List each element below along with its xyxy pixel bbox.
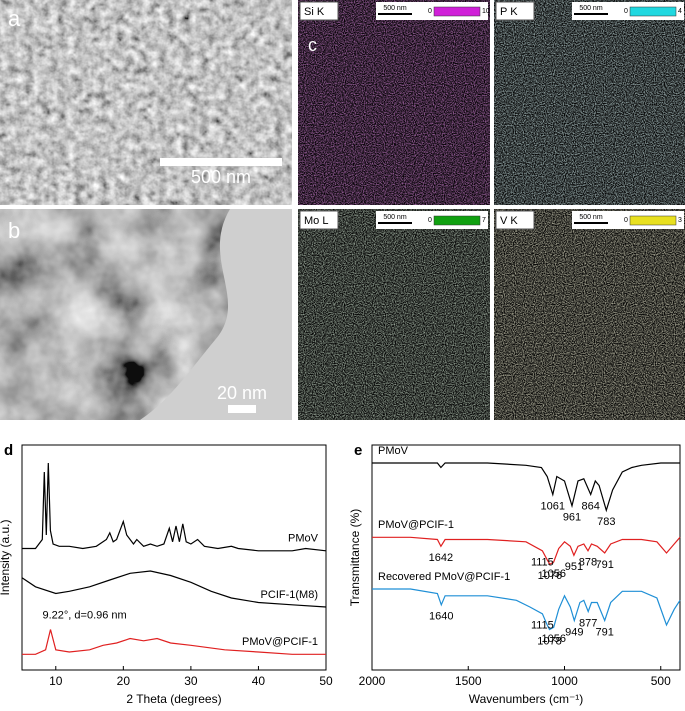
peak-label: 1640	[429, 611, 453, 623]
scale-bar-label: 500 nm	[579, 214, 603, 221]
x-tick-label: 2000	[359, 674, 386, 688]
series-name: Recovered PMoV@PCIF-1	[378, 571, 510, 583]
eds-tint	[298, 0, 490, 205]
element-label: Mo L	[304, 215, 328, 227]
colorbar	[433, 215, 481, 226]
peak-label: 1061	[541, 500, 565, 512]
colorbar-min: 0	[428, 8, 432, 15]
colorbar-min: 0	[624, 8, 628, 15]
colorbar-max: 7	[482, 217, 486, 224]
scale-bar	[228, 405, 256, 413]
series-name: PMoV@PCIF-1	[378, 519, 454, 531]
element-label: Si K	[304, 6, 325, 18]
series-name: PMoV@PCIF-1	[242, 636, 318, 648]
peak-label: 791	[596, 626, 614, 638]
peak-label: 1076	[538, 570, 562, 582]
peak-label: 783	[597, 516, 615, 528]
series-name: PMoV	[288, 533, 319, 545]
sem-texture	[0, 0, 292, 205]
element-label-box	[495, 210, 535, 230]
x-tick-label: 1500	[455, 674, 482, 688]
scale-bar-label: 500 nm	[191, 167, 251, 187]
x-tick-label: 30	[184, 674, 198, 688]
x-axis-label: Wavenumbers (cm⁻¹)	[469, 692, 584, 706]
element-label-box	[495, 1, 535, 21]
panel-label: c	[308, 35, 317, 55]
eds-tint	[494, 0, 685, 205]
peak-label: 1115	[531, 557, 554, 569]
panel-label: a	[8, 6, 21, 31]
colorbar-min: 0	[624, 217, 628, 224]
peak-label: 951	[565, 561, 583, 573]
peak-label: 1056	[541, 633, 565, 645]
eds-maps: Si K 500 nm 0 10 P K 500 nm 0 4 Mo L 500 nm 0 7 V K 5…	[298, 0, 685, 420]
eds-tint	[494, 209, 685, 420]
peak-label: 877	[579, 617, 597, 629]
peak-label: 961	[563, 512, 581, 524]
series-name: PCIF-1(M8)	[261, 589, 318, 601]
series-name: PMoV	[378, 445, 409, 457]
element-label-box	[299, 1, 339, 21]
panel-label: d	[4, 442, 13, 459]
panel-label: b	[8, 218, 20, 243]
peak-label: 791	[596, 559, 614, 571]
x-tick-label: 40	[252, 674, 266, 688]
scale-bar-label: 20 nm	[217, 383, 267, 403]
series-line	[22, 629, 326, 655]
series-line	[372, 588, 681, 631]
element-label-box	[299, 210, 339, 230]
eds-tint	[298, 209, 490, 420]
peak-label: 9.22°, d=0.96 nm	[43, 609, 127, 621]
scale-bar-label: 500 nm	[579, 5, 603, 12]
eds-signal	[298, 209, 490, 420]
y-axis-label: Intensity (a.u.)	[0, 519, 12, 595]
peak-label: 864	[582, 500, 600, 512]
plot-frame	[21, 444, 327, 671]
charts: 10 20 30 40 50 2 Theta (degrees) Intensity (a.…	[0, 442, 681, 706]
x-tick-label: 500	[651, 674, 671, 688]
peak-label: 1078	[537, 635, 561, 647]
series-line	[372, 536, 681, 566]
eds-signal	[298, 0, 490, 205]
colorbar-max: 4	[678, 8, 682, 15]
x-axis-label: 2 Theta (degrees)	[126, 692, 221, 706]
scale-bar-label: 500 nm	[383, 5, 407, 12]
x-tick-label: 1000	[551, 674, 578, 688]
colorbar	[629, 6, 677, 17]
peak-label: 1642	[429, 552, 453, 564]
colorbar-max: 3	[678, 217, 682, 224]
x-tick-label: 20	[117, 674, 131, 688]
element-label: V K	[500, 215, 518, 227]
peak-label: 949	[565, 626, 583, 638]
tem-background	[140, 209, 292, 420]
x-tick-label: 10	[49, 674, 63, 688]
element-label: P K	[500, 6, 518, 18]
plot-frame	[371, 444, 681, 671]
x-tick-label: 50	[319, 674, 333, 688]
series-line	[22, 462, 327, 552]
colorbar-max: 10	[482, 8, 490, 15]
series-line	[21, 570, 327, 608]
colorbar	[433, 6, 481, 17]
scale-bar	[160, 158, 282, 166]
y-axis-label: Transmittance (%)	[348, 509, 362, 607]
scale-bar-label: 500 nm	[383, 214, 407, 221]
eds-signal	[494, 0, 685, 205]
eds-signal	[494, 209, 685, 420]
peak-label: 878	[579, 557, 597, 569]
colorbar-min: 0	[428, 217, 432, 224]
colorbar	[629, 215, 677, 226]
series-line	[372, 462, 680, 513]
peak-label: 1115	[531, 620, 554, 632]
peak-label: 1056	[541, 568, 565, 580]
panel-label: e	[354, 442, 362, 459]
